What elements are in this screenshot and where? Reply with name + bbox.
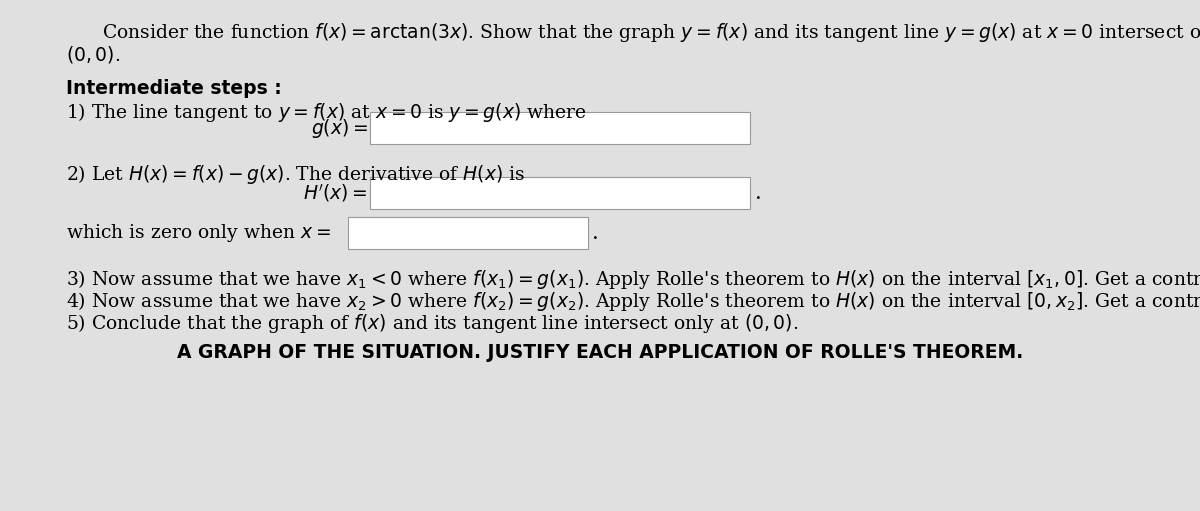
Text: A GRAPH OF THE SITUATION. JUSTIFY EACH APPLICATION OF ROLLE'S THEOREM.: A GRAPH OF THE SITUATION. JUSTIFY EACH A… <box>176 343 1024 362</box>
Text: 2) Let $H(x) = f(x) - g(x)$. The derivative of $H(x)$ is: 2) Let $H(x) = f(x) - g(x)$. The derivat… <box>66 163 526 186</box>
FancyBboxPatch shape <box>370 112 750 144</box>
Text: .: . <box>755 182 762 204</box>
Text: 1) The line tangent to $y = f(x)$ at $x = 0$ is $y = g(x)$ where: 1) The line tangent to $y = f(x)$ at $x … <box>66 101 587 124</box>
Text: 3) Now assume that we have $x_1 < 0$ where $f(x_1) = g(x_1)$. Apply Rolle's theo: 3) Now assume that we have $x_1 < 0$ whe… <box>66 268 1200 291</box>
Text: $(0, 0)$.: $(0, 0)$. <box>66 44 120 65</box>
Text: $g(x) = $: $g(x) = $ <box>311 117 368 140</box>
FancyBboxPatch shape <box>370 177 750 209</box>
Text: which is zero only when $x = $: which is zero only when $x = $ <box>66 222 331 244</box>
Text: Consider the function $f(x) = \arctan(3x)$. Show that the graph $y = f(x)$ and i: Consider the function $f(x) = \arctan(3x… <box>102 21 1200 44</box>
FancyBboxPatch shape <box>348 217 588 249</box>
Text: Intermediate steps :: Intermediate steps : <box>66 79 282 98</box>
Text: 4) Now assume that we have $x_2 > 0$ where $f(x_2) = g(x_2)$. Apply Rolle's theo: 4) Now assume that we have $x_2 > 0$ whe… <box>66 290 1200 313</box>
Text: $H'(x) = $: $H'(x) = $ <box>304 182 368 204</box>
Text: .: . <box>592 222 599 244</box>
Text: 5) Conclude that the graph of $f(x)$ and its tangent line intersect only at $(0,: 5) Conclude that the graph of $f(x)$ and… <box>66 312 798 335</box>
